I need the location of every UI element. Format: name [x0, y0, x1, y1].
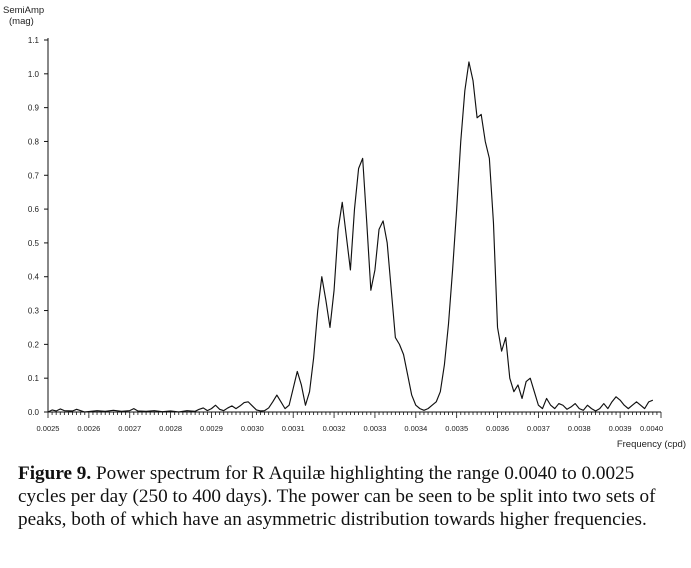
x-axis-title: Frequency (cpd) — [617, 439, 686, 450]
x-tick-label: 0.0038 — [568, 424, 591, 433]
x-tick-label: 0.0037 — [527, 424, 550, 433]
x-tick-label: 0.0039 — [609, 424, 632, 433]
x-tick-label: 0.0035 — [445, 424, 468, 433]
x-axis: 0.0025 0.0026 0.0027 0.0028 0.0029 0.0030 0.00… — [37, 411, 663, 433]
x-tick-label: 0.0025 — [37, 424, 60, 433]
y-tick-label: 0.6 — [28, 205, 40, 214]
x-tick-label: 0.0026 — [77, 424, 100, 433]
power-spectrum-chart: SemiAmp (mag) 1.1 1.0 0.9 0.8 0.7 0.6 0.5 0.4 0.… — [3, 5, 686, 450]
y-tick-label: 0.3 — [28, 307, 40, 316]
caption-text: Power spectrum for R Aquilæ highlighting… — [18, 463, 656, 530]
x-tick-label: 0.0033 — [363, 424, 386, 433]
figure-caption: Figure 9. Power spectrum for R Aquilæ hi… — [18, 462, 682, 531]
x-tick-label: 0.0029 — [200, 424, 223, 433]
y-tick-label: 0.7 — [28, 171, 40, 180]
x-tick-label: 0.0040 — [640, 424, 663, 433]
x-tick-label: 0.0027 — [118, 424, 141, 433]
y-tick-label: 0.1 — [28, 374, 40, 383]
y-tick-label: 0.8 — [28, 137, 40, 146]
x-tick-label: 0.0032 — [323, 424, 346, 433]
y-tick-label: 1.1 — [28, 36, 40, 45]
y-tick-label: 0.4 — [28, 273, 40, 282]
y-tick-label: 0.5 — [28, 239, 40, 248]
y-axis-title-line-2: (mag) — [9, 16, 34, 27]
y-axis: 1.1 1.0 0.9 0.8 0.7 0.6 0.5 0.4 0.3 0.2 0.1 0.0 — [28, 36, 49, 417]
y-tick-label: 0.9 — [28, 104, 40, 113]
x-tick-label: 0.0036 — [486, 424, 509, 433]
y-tick-label: 1.0 — [28, 70, 40, 79]
x-tick-label: 0.0034 — [404, 424, 427, 433]
y-tick-label: 0.2 — [28, 340, 40, 349]
x-tick-label: 0.0028 — [159, 424, 182, 433]
y-tick-label: 0.0 — [28, 408, 40, 417]
x-tick-label: 0.0030 — [241, 424, 264, 433]
y-axis-title-line-1: SemiAmp — [3, 5, 44, 16]
x-tick-label: 0.0031 — [282, 424, 305, 433]
figure-label: Figure 9. — [18, 463, 92, 484]
power-spectrum-series-line — [47, 61, 654, 413]
